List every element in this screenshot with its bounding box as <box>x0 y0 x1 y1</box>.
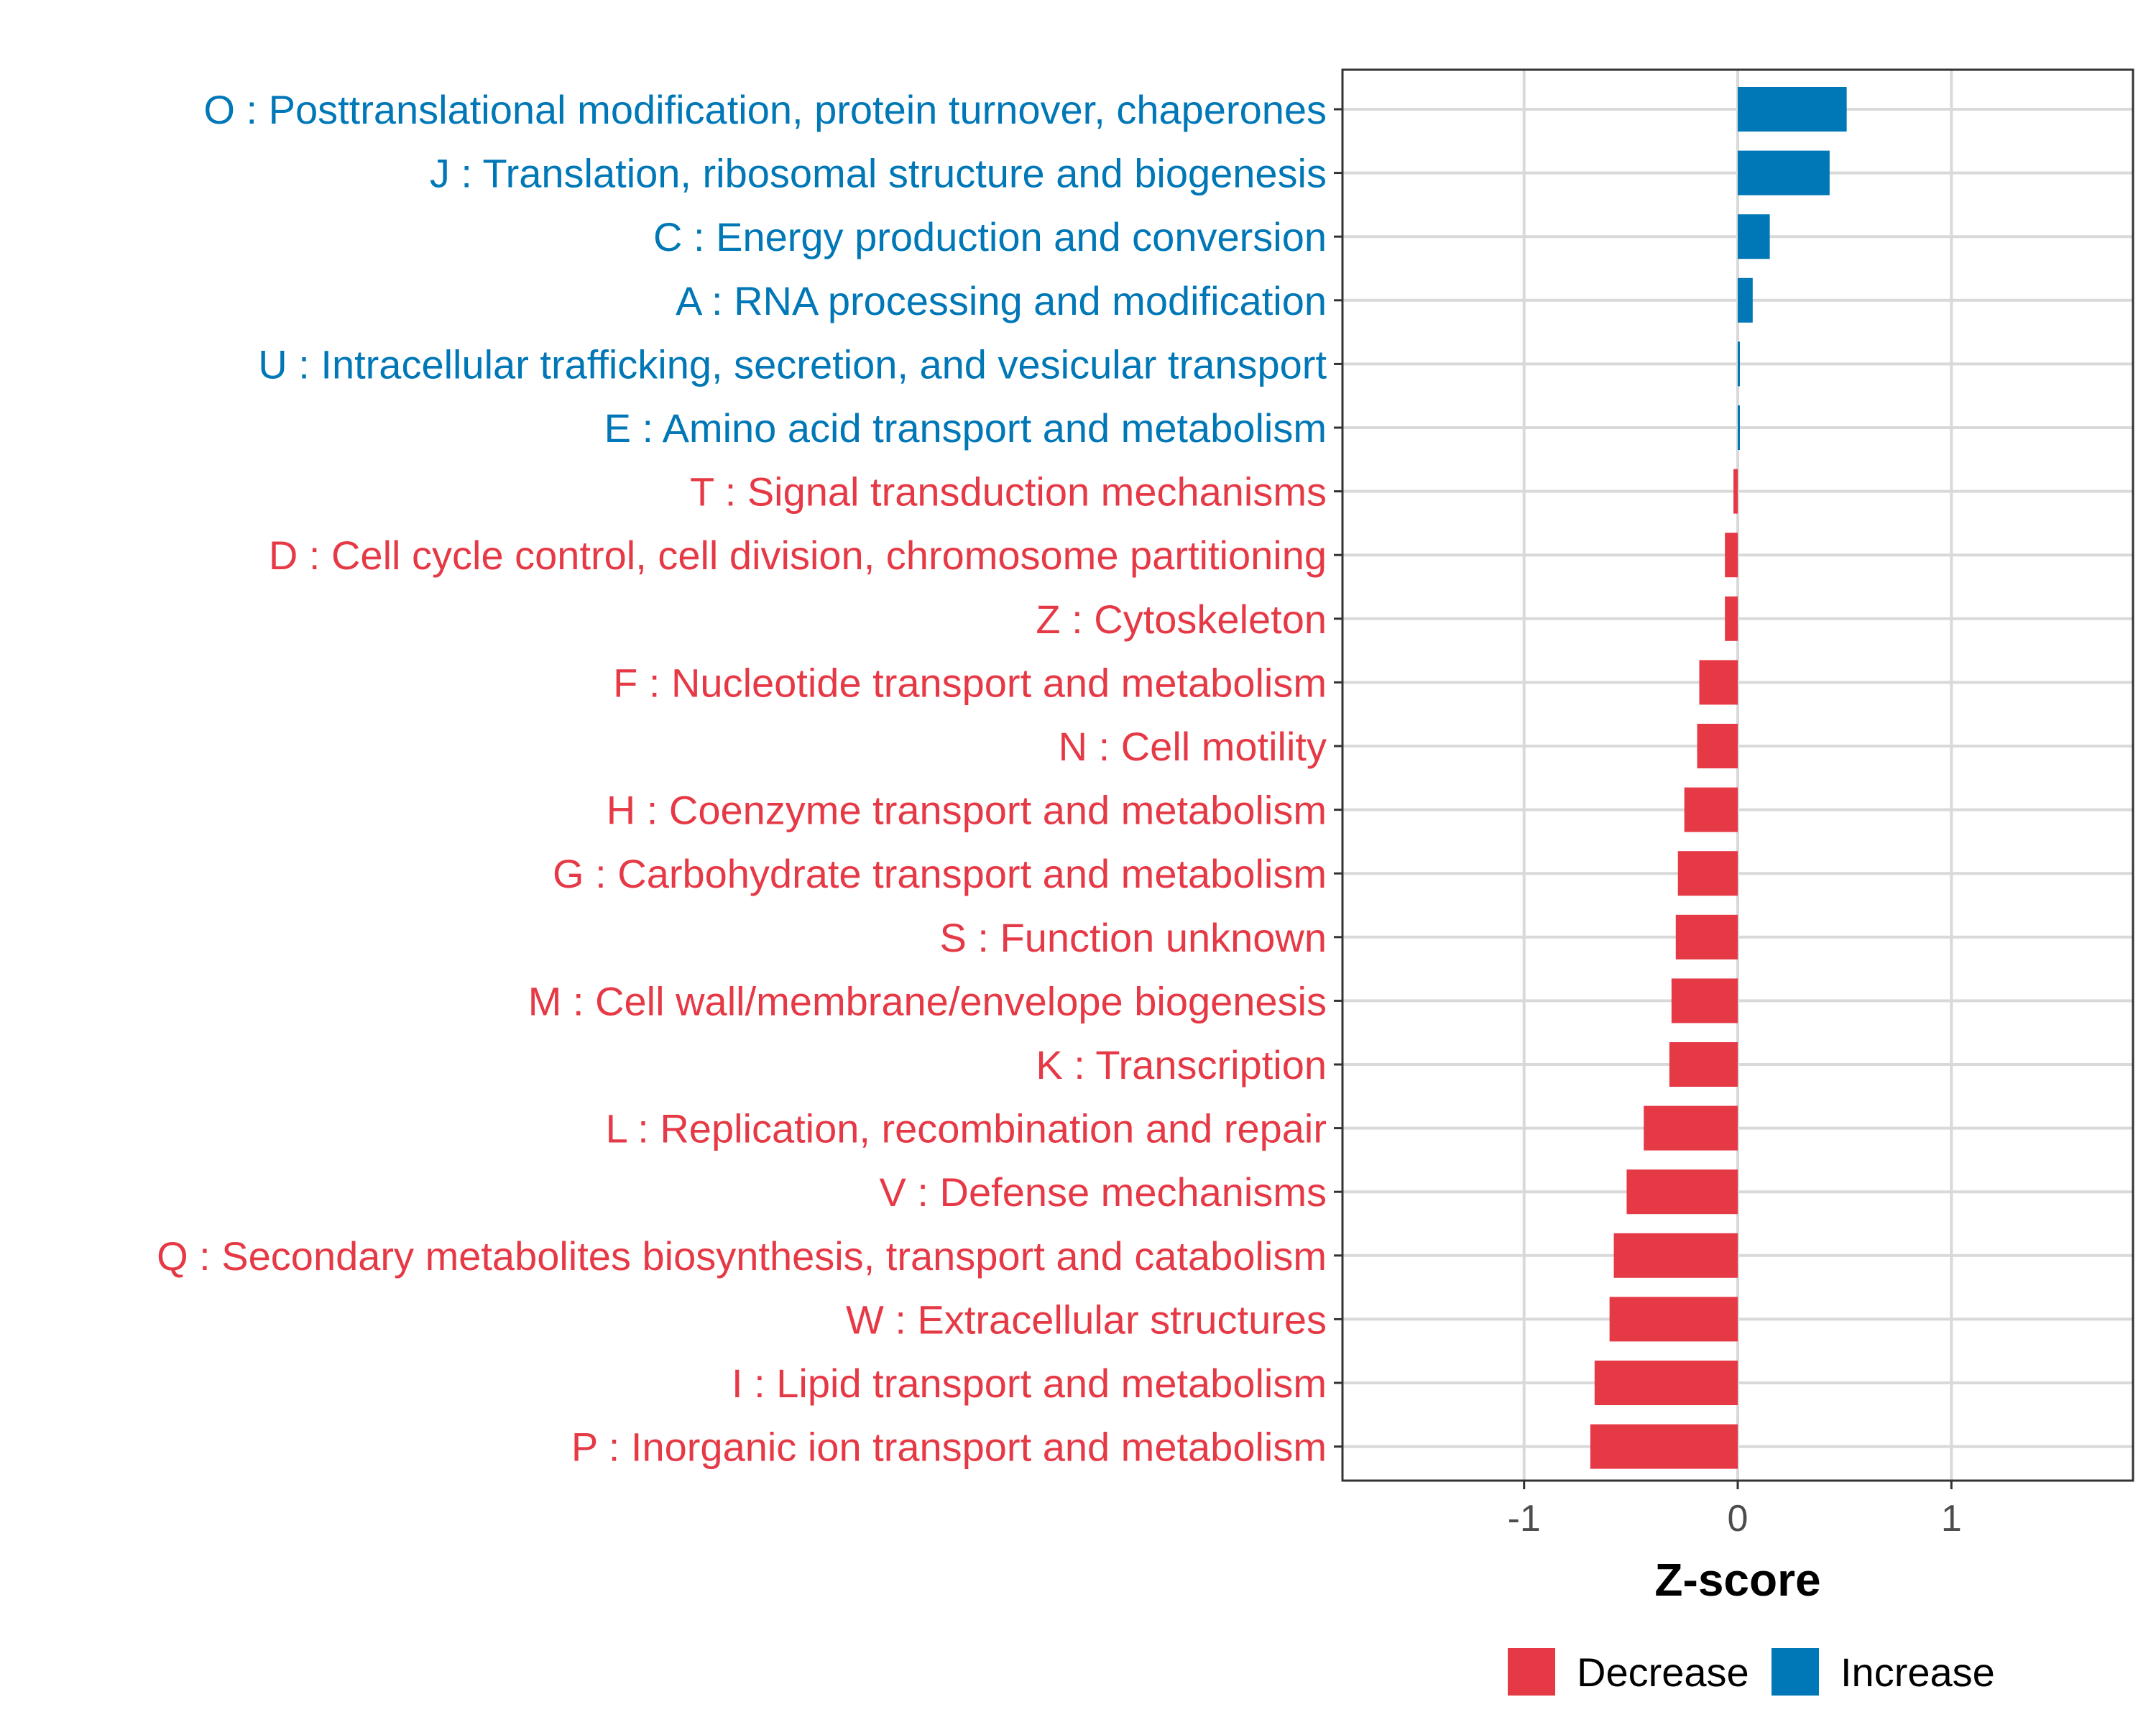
bar <box>1725 596 1738 641</box>
category-label: L : Replication, recombination and repai… <box>606 1106 1327 1151</box>
bar <box>1671 978 1738 1024</box>
x-tick-label: 0 <box>1728 1498 1749 1540</box>
bar <box>1594 1361 1738 1405</box>
legend-label: Increase <box>1841 1650 1995 1695</box>
bar <box>1644 1105 1738 1151</box>
category-label: M : Cell wall/membrane/envelope biogenes… <box>528 978 1327 1024</box>
category-label: P : Inorganic ion transport and metaboli… <box>571 1425 1327 1470</box>
category-label: V : Defense mechanisms <box>880 1169 1327 1215</box>
legend-swatch <box>1772 1648 1819 1696</box>
category-label: O : Posttranslational modification, prot… <box>203 87 1327 132</box>
x-tick-label: -1 <box>1508 1498 1541 1540</box>
category-label: Z : Cytoskeleton <box>1036 597 1327 642</box>
category-label: J : Translation, ribosomal structure and… <box>430 151 1327 196</box>
category-label: H : Coenzyme transport and metabolism <box>607 788 1327 833</box>
bar <box>1697 724 1738 768</box>
category-label: F : Nucleotide transport and metabolism <box>613 660 1327 705</box>
bars <box>1590 87 1847 1469</box>
legend-label: Decrease <box>1577 1650 1749 1695</box>
category-label: Q : Secondary metabolites biosynthesis, … <box>157 1233 1327 1279</box>
bar <box>1725 533 1738 578</box>
x-tick-label: 1 <box>1941 1498 1962 1540</box>
bar <box>1733 469 1738 514</box>
category-label: D : Cell cycle control, cell division, c… <box>269 533 1327 578</box>
bar <box>1590 1424 1738 1469</box>
bar <box>1677 851 1738 896</box>
category-label: W : Extracellular structures <box>846 1297 1327 1342</box>
category-label: T : Signal transduction mechanisms <box>690 469 1327 515</box>
category-label: G : Carbohydrate transport and metabolis… <box>553 851 1327 896</box>
bar <box>1738 214 1770 259</box>
category-label: E : Amino acid transport and metabolism <box>604 405 1327 451</box>
bar <box>1626 1169 1738 1215</box>
category-label: S : Function unknown <box>939 915 1327 960</box>
bar <box>1609 1297 1738 1342</box>
bar <box>1738 277 1753 323</box>
legend-swatch <box>1508 1648 1555 1696</box>
bar <box>1613 1233 1738 1278</box>
bar <box>1738 405 1740 450</box>
x-axis-title: Z-score <box>1654 1554 1820 1606</box>
bar <box>1669 1042 1738 1087</box>
bar <box>1738 341 1740 387</box>
x-axis-ticks: -1 0 1 <box>1334 108 1962 1540</box>
category-label: I : Lipid transport and metabolism <box>732 1361 1327 1406</box>
category-label: U : Intracellular trafficking, secretion… <box>258 341 1327 387</box>
legend: Decrease Increase <box>1508 1648 1995 1696</box>
category-label: K : Transcription <box>1036 1042 1327 1087</box>
category-label: C : Energy production and conversion <box>653 214 1327 259</box>
category-label: A : RNA processing and modification <box>676 278 1327 323</box>
bar <box>1738 150 1830 196</box>
bar <box>1738 87 1847 132</box>
bar <box>1699 660 1738 705</box>
bar <box>1684 787 1738 832</box>
category-label: N : Cell motility <box>1059 724 1327 769</box>
category-labels: O : Posttranslational modification, prot… <box>157 87 1327 1470</box>
bar <box>1675 914 1738 960</box>
